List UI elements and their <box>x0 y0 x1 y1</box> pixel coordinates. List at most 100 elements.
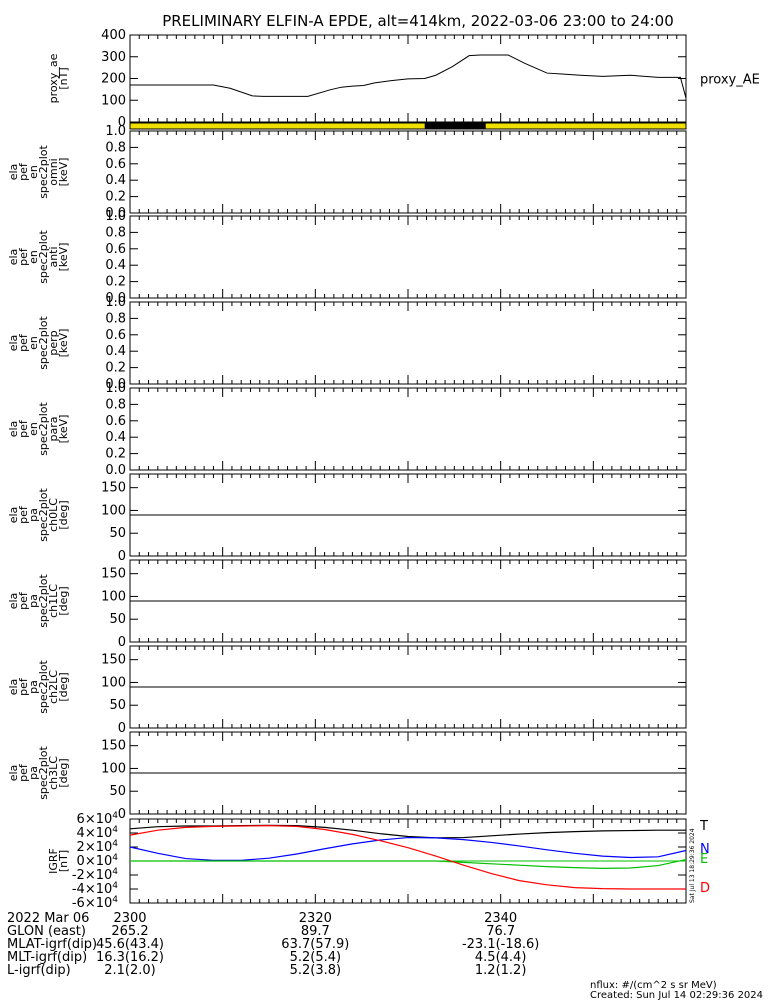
mlt-value: 16.3(16.2) <box>96 950 164 965</box>
panel-0-ytick-label: 400 <box>101 28 126 43</box>
panel-5-ylabel: en <box>27 422 40 436</box>
panel-6-ylabel: ela <box>7 507 20 524</box>
panel-6-ytick-label: 0 <box>118 549 126 564</box>
created-stamp: Created: Sun Jul 14 02:29:36 2024 <box>590 990 763 1000</box>
panel-3-ylabel: en <box>27 250 40 264</box>
panel-10-ytick-label: 2×104 <box>77 839 119 855</box>
sunlit-segment <box>130 123 425 129</box>
panel-5-ytick-label: 1.0 <box>105 381 126 396</box>
panel-2-ylabel: omni <box>47 158 60 185</box>
panel-8-ylabel: spec2plot <box>37 660 50 714</box>
date-label: 2022 Mar 06 <box>7 911 89 926</box>
panel-2-ytick-label: 0.4 <box>105 173 126 188</box>
panel-4-ytick-label: 0.4 <box>105 344 126 359</box>
glon-label: GLON (east) <box>7 924 86 939</box>
panel-0-ytick-label: 100 <box>101 93 126 108</box>
panel-3-ylabel: ela <box>7 249 20 266</box>
panel-8-ytick-label: 0 <box>118 721 126 736</box>
panel-10-ylabel: IGRF <box>47 848 60 874</box>
glon-value: 89.7 <box>301 924 330 939</box>
units-note: nflux: #/(cm^2 s sr MeV) <box>590 980 717 991</box>
igrf-legend-D: D <box>700 881 710 896</box>
time-tick-label: 2320 <box>299 911 332 926</box>
panel-frame <box>129 301 687 385</box>
panel-3-ylabel: spec2plot <box>37 230 50 284</box>
panel-4-ytick-label: 0.2 <box>105 361 126 376</box>
panel-5-ytick-label: 0.4 <box>105 430 126 445</box>
panel-4-ytick-label: 0.0 <box>105 377 126 392</box>
ephemeris-table: 2022 Mar 06 GLON (east) MLAT-igrf(dip) M… <box>7 911 539 978</box>
panel-3-ylabel: anti <box>47 246 60 267</box>
panel-4-ylabel: en <box>27 336 40 350</box>
time-tick-label: 2340 <box>484 911 517 926</box>
panel-7-ylabel: [deg] <box>57 586 70 615</box>
panel-5: 0.00.2 0.40.6 0.81.0 elapefenspec2plotpara[… <box>7 381 687 478</box>
panel-4: 0.00.2 0.40.6 0.81.0 elapefenspec2plotperp[… <box>7 295 687 392</box>
igrf-legend-T: T <box>699 819 708 834</box>
panel-9-ylabel: ch3LC <box>47 756 60 790</box>
panel-7-ytick-label: 0 <box>118 635 126 650</box>
panel-7-ylabel: pa <box>27 594 40 608</box>
panel-10-ytick-label: -2×104 <box>72 867 118 883</box>
sun-bar-frame <box>129 122 687 130</box>
panel-2-ylabel: [keV] <box>57 158 70 187</box>
panel-8-ylabel: ch2LC <box>47 670 60 704</box>
panel-5-ylabel: [keV] <box>57 415 70 444</box>
panel-5-ylabel: ela <box>7 421 20 438</box>
panel-9-ylabel: pef <box>17 763 30 782</box>
panel-7-ylabel: spec2plot <box>37 574 50 628</box>
panel-2: 0.00.20.40.60.81.0elapefenspec2plotomni[… <box>7 124 687 221</box>
panel-3-ytick-label: 0.4 <box>105 258 126 273</box>
panel-9-ytick-label: 50 <box>109 784 126 799</box>
panel-4-ylabel: perp <box>47 330 60 355</box>
panel-8-ylabel: [deg] <box>57 672 70 701</box>
mlat-label: MLAT-igrf(dip) <box>7 937 97 952</box>
panel-6-ytick-label: 150 <box>101 481 126 496</box>
lshell-label: L-igrf(dip) <box>7 963 71 978</box>
panel-6-ylabel: [deg] <box>57 500 70 529</box>
figure-title: PRELIMINARY ELFIN-A EPDE, alt=414km, 202… <box>162 12 674 30</box>
panel-5-ylabel: spec2plot <box>37 402 50 456</box>
panel-8-ylabel: ela <box>7 679 20 696</box>
panel-2-ylabel: ela <box>7 164 20 181</box>
mlat-value: 63.7(57.9) <box>281 937 349 952</box>
panel-8-ylabel: pef <box>17 677 30 696</box>
panel-9-ylabel: spec2plot <box>37 746 50 800</box>
panel-9-ylabel: [deg] <box>57 758 70 787</box>
igrf-legend-E: E <box>700 852 708 867</box>
panel-8-ytick-label: 50 <box>109 698 126 713</box>
panel-7-ytick-label: 150 <box>101 567 126 582</box>
mlt-value: 5.2(5.4) <box>290 950 342 965</box>
igrf-E-line <box>130 859 687 869</box>
panel-3-ylabel: pef <box>17 247 30 266</box>
panel-5-ytick-label: 0.6 <box>105 414 126 429</box>
panel-2-ytick-label: 0.8 <box>105 140 126 155</box>
mlat-value: 45.6(43.4) <box>96 937 164 952</box>
igrf-D-line <box>129 825 686 890</box>
panel-8-ylabel: pa <box>27 680 40 694</box>
panel-7-ylabel: pef <box>17 591 30 610</box>
panel-3-ytick-label: 0.6 <box>105 242 126 257</box>
panel-6-ytick-label: 100 <box>101 503 126 518</box>
panel-6-ylabel: pef <box>17 505 30 524</box>
panel-10-ytick-label: -6×104 <box>72 895 118 911</box>
panel-frame <box>129 130 687 214</box>
panel-4-ytick-label: 0.8 <box>105 311 126 326</box>
panel-6-ylabel: ch0LC <box>47 498 60 532</box>
mlt-label: MLT-igrf(dip) <box>7 950 87 965</box>
panel-6-ylabel: spec2plot <box>37 488 50 542</box>
panel-4-ylabel: ela <box>7 335 20 352</box>
panel-0-ytick-label: 0 <box>118 115 126 130</box>
panel-2-ylabel: pef <box>17 162 30 181</box>
lshell-value: 2.1(2.0) <box>104 963 156 978</box>
igrf-N-line <box>129 836 687 861</box>
lshell-value: 5.2(3.8) <box>290 963 342 978</box>
panel-4-ytick-label: 1.0 <box>105 295 126 310</box>
panel-2-ylabel: en <box>27 165 40 179</box>
